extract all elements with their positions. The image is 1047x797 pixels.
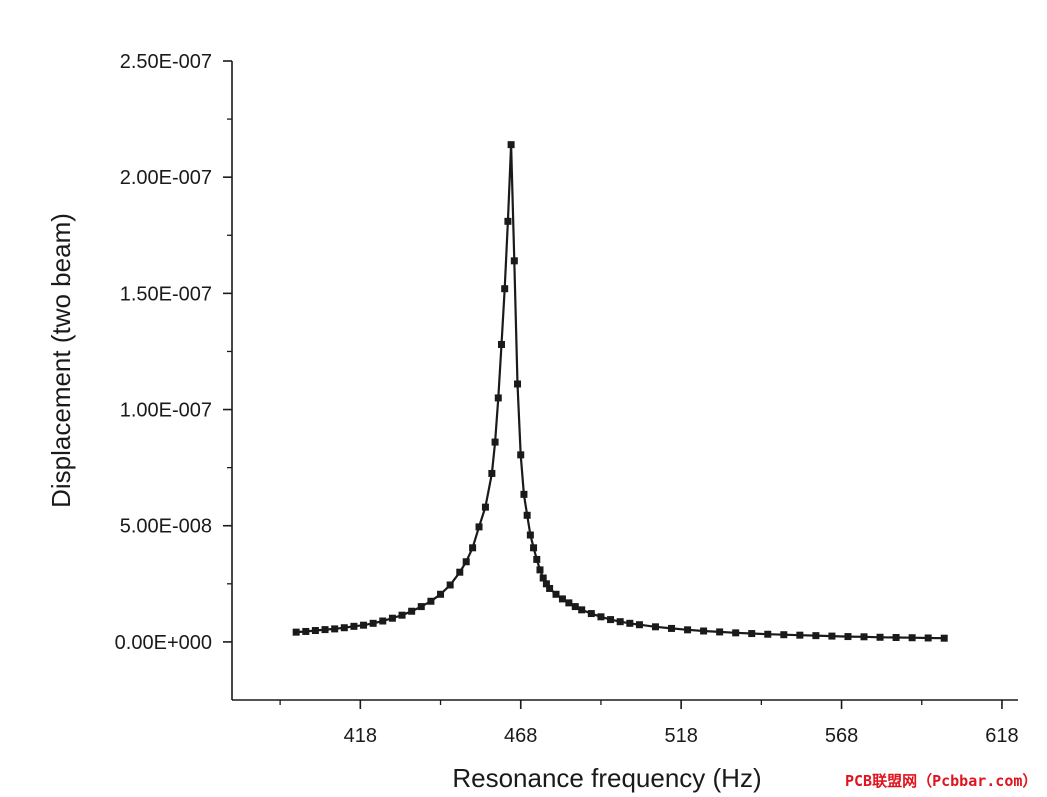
data-point bbox=[552, 590, 560, 598]
data-point bbox=[764, 630, 772, 638]
data-point bbox=[651, 623, 659, 631]
data-point bbox=[748, 630, 756, 638]
x-axis: 418 468 518 568 618 bbox=[232, 699, 1019, 747]
data-point bbox=[488, 469, 496, 477]
data-point bbox=[578, 606, 586, 614]
x-tick-label: 618 bbox=[985, 725, 1018, 747]
data-point bbox=[292, 628, 300, 636]
y-tick-label: 5.00E-008 bbox=[120, 516, 212, 538]
data-point bbox=[558, 595, 566, 603]
data-point bbox=[456, 568, 464, 576]
data-point bbox=[497, 340, 505, 348]
y-axis: 0.00E+000 5.00E-008 1.00E-007 1.50E-007 2.00… bbox=[115, 51, 233, 700]
data-point bbox=[481, 503, 489, 511]
data-point bbox=[635, 621, 643, 629]
data-point bbox=[536, 566, 544, 574]
data-point bbox=[501, 285, 509, 293]
data-point bbox=[417, 603, 425, 611]
data-point bbox=[924, 634, 932, 642]
data-point bbox=[523, 511, 531, 519]
data-point bbox=[331, 625, 339, 633]
data-point bbox=[780, 631, 788, 639]
data-point bbox=[587, 610, 595, 618]
x-tick-label: 468 bbox=[504, 725, 537, 747]
data-point bbox=[398, 611, 406, 619]
data-point bbox=[469, 544, 477, 552]
data-point bbox=[388, 614, 396, 622]
y-tick-label: 0.00E+000 bbox=[115, 632, 212, 654]
data-point bbox=[350, 622, 358, 630]
data-point bbox=[427, 597, 435, 605]
data-point bbox=[908, 634, 916, 642]
y-tick-label: 1.50E-007 bbox=[120, 283, 212, 305]
data-point bbox=[526, 531, 534, 539]
data-point bbox=[510, 257, 518, 265]
data-series bbox=[292, 141, 948, 642]
data-point bbox=[321, 626, 329, 634]
data-point bbox=[684, 626, 692, 634]
data-point bbox=[565, 599, 573, 607]
data-point bbox=[546, 584, 554, 592]
data-point bbox=[700, 627, 708, 635]
data-point bbox=[533, 555, 541, 563]
data-point bbox=[607, 616, 615, 624]
data-point bbox=[379, 617, 387, 625]
y-tick-label: 2.50E-007 bbox=[120, 51, 212, 73]
data-point bbox=[716, 628, 724, 636]
data-point bbox=[311, 627, 319, 635]
data-point bbox=[494, 394, 502, 402]
data-point bbox=[542, 580, 550, 588]
y-tick-label: 2.00E-007 bbox=[120, 167, 212, 189]
data-point bbox=[732, 629, 740, 637]
data-point bbox=[626, 619, 634, 627]
data-point bbox=[597, 613, 605, 621]
data-point bbox=[812, 632, 820, 640]
x-tick-label: 418 bbox=[344, 725, 377, 747]
data-point bbox=[860, 633, 868, 641]
data-point bbox=[340, 624, 348, 632]
data-point bbox=[517, 451, 525, 459]
data-point bbox=[408, 607, 416, 615]
data-point bbox=[520, 490, 528, 498]
data-point bbox=[504, 217, 512, 225]
x-tick-label: 518 bbox=[664, 725, 697, 747]
data-point bbox=[514, 380, 522, 388]
data-point bbox=[876, 633, 884, 641]
data-point bbox=[828, 632, 836, 640]
data-point bbox=[940, 634, 948, 642]
data-point bbox=[539, 574, 547, 582]
data-point bbox=[892, 633, 900, 641]
data-point bbox=[369, 619, 377, 627]
data-point bbox=[616, 618, 624, 626]
data-point bbox=[302, 627, 310, 635]
data-point bbox=[437, 590, 445, 598]
data-point bbox=[507, 141, 515, 149]
data-point bbox=[475, 523, 483, 531]
data-point bbox=[571, 603, 579, 611]
series-line bbox=[296, 143, 945, 640]
watermark-text: PCB联盟网（Pcbbar.com） bbox=[845, 772, 1038, 790]
data-point bbox=[530, 544, 538, 552]
data-point bbox=[462, 558, 470, 566]
data-point bbox=[844, 633, 852, 641]
data-point bbox=[491, 438, 499, 446]
data-point bbox=[446, 581, 454, 589]
x-axis-title: Resonance frequency (Hz) bbox=[452, 763, 761, 793]
x-tick-label: 568 bbox=[825, 725, 858, 747]
data-point bbox=[668, 624, 676, 632]
data-point bbox=[796, 631, 804, 639]
data-point bbox=[360, 621, 368, 629]
y-tick-label: 1.00E-007 bbox=[120, 400, 212, 422]
y-axis-title: Displacement (two beam) bbox=[46, 213, 76, 508]
